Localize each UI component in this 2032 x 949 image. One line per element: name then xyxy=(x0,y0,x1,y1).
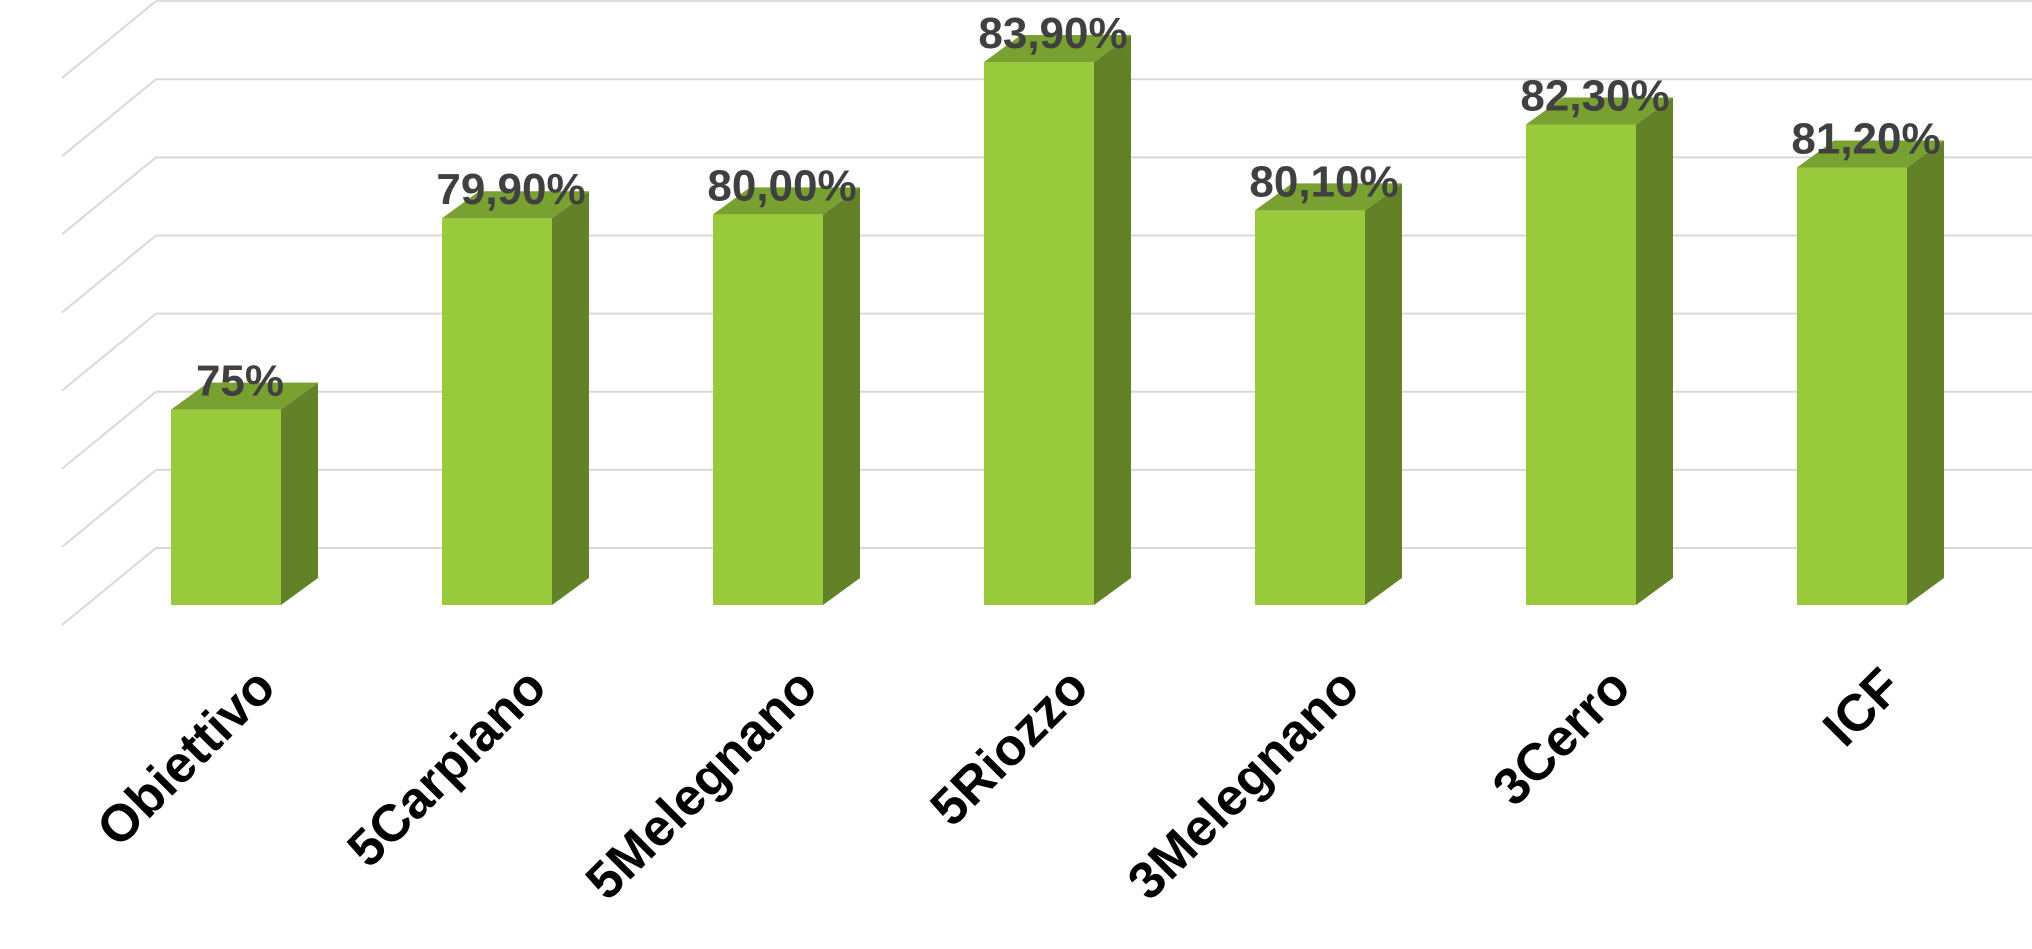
gridline-side xyxy=(61,390,157,470)
bar xyxy=(1255,183,1402,605)
bar xyxy=(442,191,589,606)
bar-top xyxy=(1797,140,1944,168)
bar-front xyxy=(713,214,823,606)
data-label: 79,90% xyxy=(436,165,585,214)
bar xyxy=(713,187,860,606)
bar-top xyxy=(1526,97,1673,125)
bar-front xyxy=(1797,167,1907,605)
data-label: 80,00% xyxy=(707,161,856,210)
data-label: 83,90% xyxy=(978,9,1127,58)
gridline-side xyxy=(61,312,157,392)
bar-side xyxy=(281,382,318,605)
data-label: 81,20% xyxy=(1791,114,1940,163)
gridline-side xyxy=(61,469,157,548)
category-label: 3Melegnano xyxy=(1117,657,1370,910)
bar-side xyxy=(552,191,589,606)
category-labels: Obiettivo 5Carpiano 5Melegnano 5Riozzo 3Mele… xyxy=(86,657,1912,910)
bar-front xyxy=(1255,210,1365,605)
data-label: 75% xyxy=(196,357,284,406)
bar-side xyxy=(823,187,860,606)
gridline-side xyxy=(61,78,157,157)
bar-front xyxy=(1526,124,1636,605)
bar-top xyxy=(984,34,1131,62)
category-label: 5Riozzo xyxy=(920,657,1100,837)
bar-top xyxy=(442,191,589,219)
bar-top xyxy=(1255,183,1402,211)
bar-side xyxy=(1094,34,1131,606)
category-label: Obiettivo xyxy=(86,657,286,857)
bar-top xyxy=(171,382,318,410)
category-label: ICF xyxy=(1812,657,1912,757)
data-label: 80,10% xyxy=(1249,157,1398,206)
bar-top xyxy=(713,187,860,215)
bar-front xyxy=(984,61,1094,606)
data-label: 82,30% xyxy=(1520,71,1669,120)
gridline-side xyxy=(61,547,157,626)
bar-side xyxy=(1907,140,1944,605)
bar xyxy=(1526,97,1673,605)
bar xyxy=(1797,140,1944,605)
gridline-side xyxy=(61,234,157,314)
bar-side xyxy=(1365,183,1402,605)
bar-front xyxy=(442,218,552,606)
bar xyxy=(984,34,1131,606)
bar-side xyxy=(1636,97,1673,605)
bar-front xyxy=(171,409,281,605)
bar xyxy=(171,382,318,605)
gridline-side xyxy=(61,0,157,79)
category-label: 5Carpiano xyxy=(337,657,558,878)
data-labels: 75% 79,90% 80,00% 83,90% 80,10% 82,30% 81,20% xyxy=(196,9,1941,406)
category-label: 3Cerro xyxy=(1482,657,1642,817)
category-label: 5Melegnano xyxy=(575,657,828,910)
bars xyxy=(171,34,1944,606)
gridline-side xyxy=(61,156,157,236)
